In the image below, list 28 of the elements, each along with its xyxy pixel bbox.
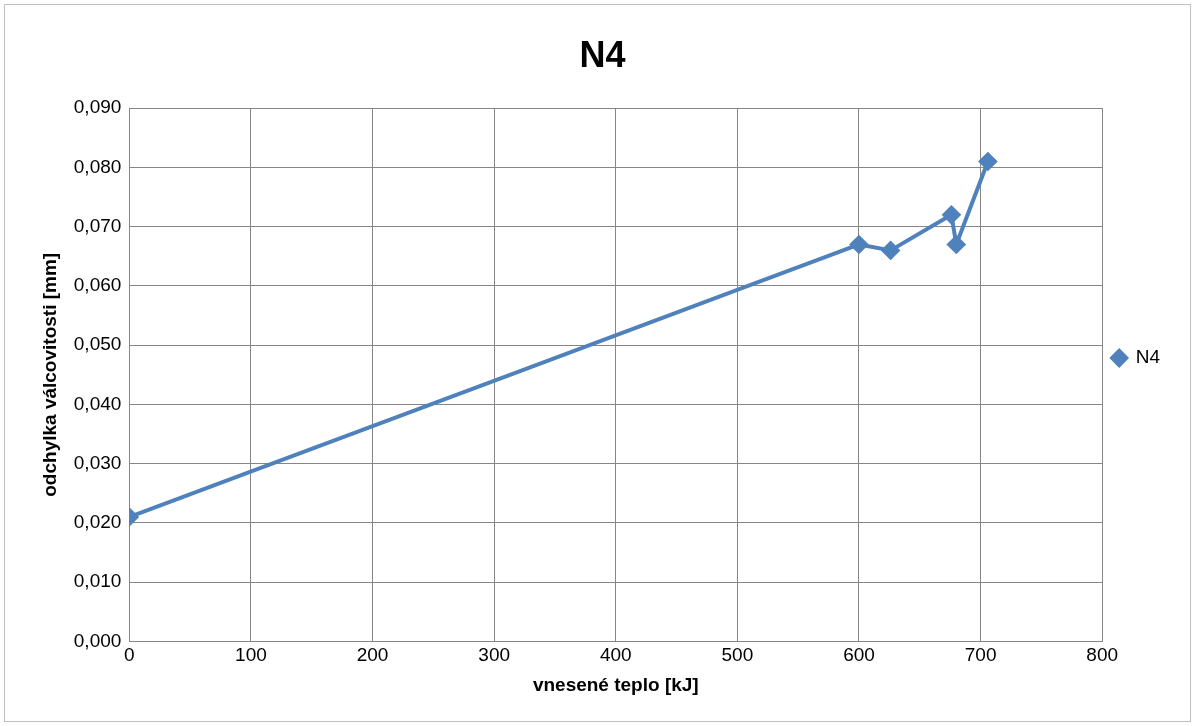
y-axis-title: odchylka válcovitosti [mm] [38, 252, 60, 497]
x-axis-title: vnesené teplo [kJ] [532, 673, 699, 695]
point [947, 235, 966, 254]
y-tick-label: 0,090 [73, 96, 122, 118]
x-tick-label: 100 [235, 644, 267, 666]
x-tick-label: 300 [478, 644, 511, 666]
y-tick-label: 0,070 [73, 214, 122, 236]
x-tick-label: 0 [124, 644, 135, 666]
y-tick-label: 0,040 [73, 392, 122, 414]
x-tick-label: 400 [599, 644, 632, 666]
x-tick-label: 600 [843, 644, 875, 666]
y-tick-label: 0,050 [73, 333, 122, 355]
point [881, 241, 900, 260]
point [942, 205, 961, 224]
y-tick-label: 0,020 [73, 511, 122, 533]
y-tick-label: 0,000 [73, 629, 122, 651]
x-tick-label: 700 [964, 644, 997, 666]
y-tick-label: 0,080 [73, 155, 122, 177]
x-tick-label: 800 [1086, 644, 1119, 666]
chart-title: N4 [579, 33, 626, 75]
y-tick-label: 0,030 [73, 451, 122, 473]
point [850, 235, 868, 254]
point [978, 152, 997, 171]
legend-label: N4 [1135, 346, 1161, 368]
y-tick-label: 0,060 [73, 274, 122, 296]
x-tick-label: 500 [721, 644, 754, 666]
y-tick-label: 0,010 [73, 570, 122, 592]
x-tick-label: 200 [356, 644, 389, 666]
